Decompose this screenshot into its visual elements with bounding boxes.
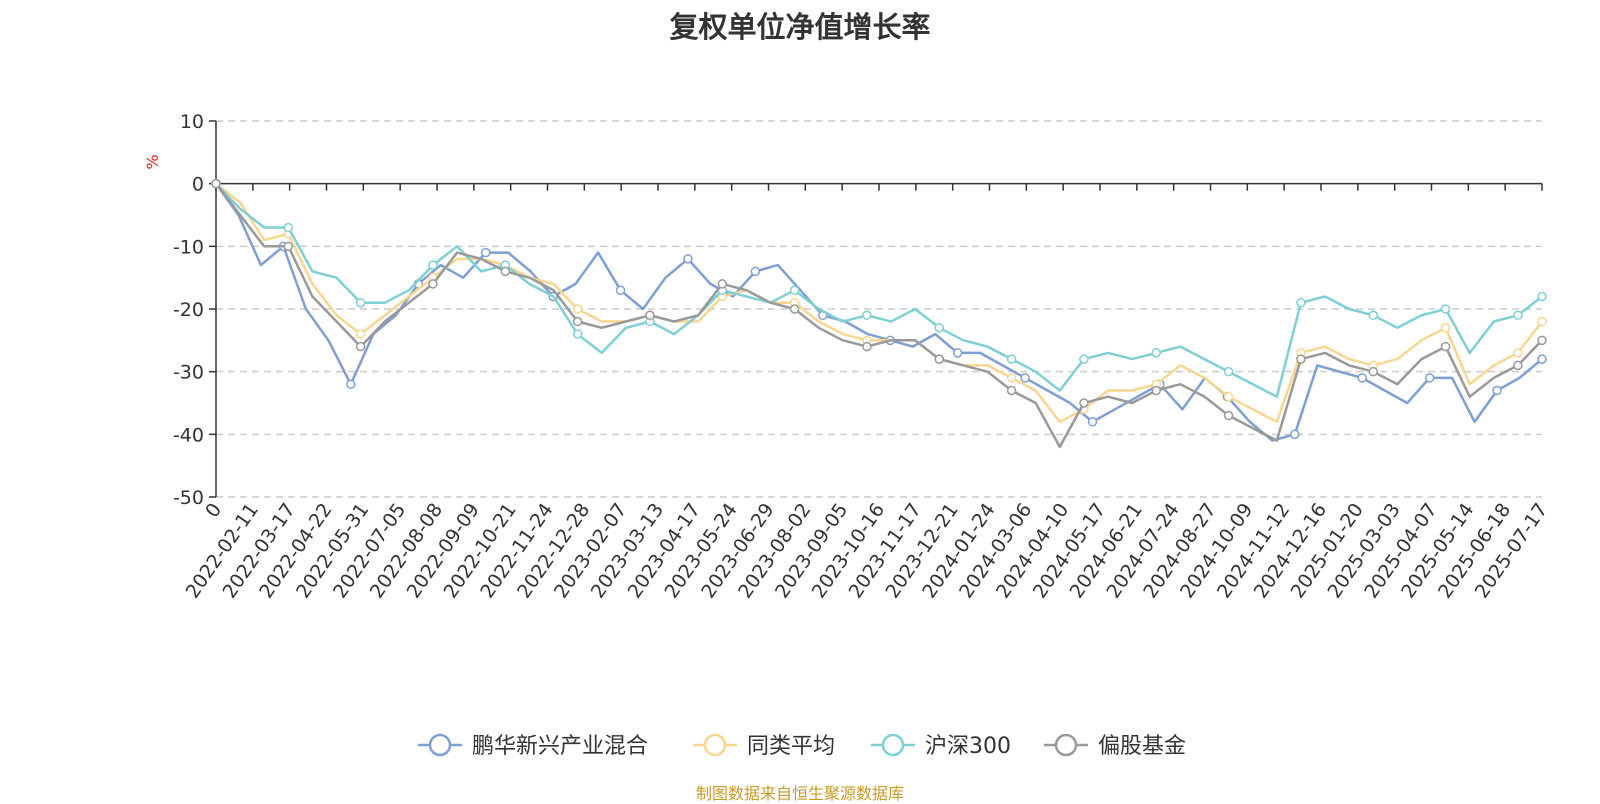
series-point	[428, 279, 438, 289]
series-point	[1151, 348, 1162, 358]
series-point	[1079, 354, 1089, 364]
series-point	[480, 247, 491, 258]
series-point	[750, 266, 761, 277]
y-tick-label: 0	[192, 174, 204, 196]
series-line-0	[214, 182, 1543, 442]
series-point	[1513, 310, 1523, 321]
series-point	[934, 354, 945, 364]
series-point	[211, 178, 221, 189]
series-point	[1006, 373, 1017, 383]
series-point	[862, 341, 872, 352]
series-line-1	[215, 182, 1543, 424]
series-point	[500, 266, 511, 277]
series-point	[346, 379, 356, 389]
series-point	[1537, 335, 1547, 346]
series-point	[1513, 348, 1523, 358]
series-point	[1020, 373, 1030, 383]
series-point	[1424, 373, 1435, 383]
series-line-2	[215, 182, 1543, 398]
series-point	[1296, 354, 1306, 364]
x-tick-label: 0	[201, 499, 226, 522]
series-point	[572, 304, 583, 314]
series-point	[283, 241, 294, 252]
y-tick-label: 10	[180, 111, 204, 133]
series-point	[1357, 373, 1367, 383]
series-point	[1537, 316, 1547, 327]
series-point	[355, 329, 366, 339]
y-tick-label: -40	[173, 424, 204, 446]
chart-title: 复权单位净值增长率	[669, 10, 931, 44]
y-tick-label: -10	[173, 236, 204, 258]
series-point	[1006, 354, 1017, 364]
y-tick-label: -30	[173, 362, 204, 384]
legend-label: 鹏华新兴产业混合	[472, 734, 648, 759]
series-layer	[211, 178, 1547, 449]
series-point	[934, 323, 945, 333]
series-point	[683, 254, 693, 264]
grid-layer	[216, 120, 1542, 498]
legend-label: 偏股基金	[1098, 734, 1186, 759]
series-point	[789, 304, 800, 314]
series-point	[1223, 366, 1234, 377]
series-point	[789, 285, 800, 295]
series-point	[428, 260, 438, 270]
series-point	[283, 222, 294, 233]
y-axis-unit: %	[143, 154, 162, 169]
series-point	[1440, 341, 1451, 352]
legend-layer: 鹏华新兴产业混合 同类平均 沪深300 偏股基金	[418, 733, 1186, 759]
series-point	[1223, 391, 1234, 402]
series-point	[1492, 385, 1502, 396]
series-point	[1079, 398, 1089, 408]
series-point	[1296, 297, 1306, 308]
legend-item-2[interactable]: 沪深300	[871, 733, 1011, 759]
legend-label: 同类平均	[747, 734, 835, 759]
data-source-note: 制图数据来自恒生聚源数据库	[695, 784, 904, 803]
series-point	[1537, 354, 1547, 364]
axis-layer: 100-10-20-30-40-50%02022-02-112022-03-17…	[143, 111, 1552, 602]
series-point	[572, 329, 583, 339]
legend-item-0[interactable]: 鹏华新兴产业混合	[418, 733, 648, 759]
legend-label: 沪深300	[925, 734, 1011, 759]
series-point	[717, 279, 728, 289]
series-point	[1151, 385, 1162, 396]
series-line-3	[215, 182, 1543, 449]
series-point	[355, 297, 366, 308]
series-point	[645, 310, 655, 321]
series-point	[355, 341, 366, 352]
legend-item-3[interactable]: 偏股基金	[1044, 733, 1186, 759]
legend-swatch-circle	[703, 733, 727, 757]
series-point	[952, 348, 963, 358]
series-point	[1513, 360, 1523, 371]
series-point	[1290, 429, 1300, 440]
series-point	[1087, 417, 1098, 427]
series-point	[1440, 323, 1451, 333]
series-point	[1223, 410, 1234, 421]
legend-swatch-circle	[881, 733, 905, 757]
legend-swatch-circle	[1054, 733, 1078, 757]
series-point	[862, 310, 872, 321]
series-point	[1368, 366, 1378, 377]
series-point	[615, 285, 626, 295]
series-point	[1006, 385, 1017, 396]
series-point	[572, 316, 583, 327]
series-point	[1537, 291, 1547, 302]
y-tick-label: -50	[173, 487, 204, 509]
legend-item-1[interactable]: 同类平均	[693, 733, 835, 759]
legend-swatch-circle	[428, 733, 452, 757]
series-point	[1440, 304, 1451, 314]
y-tick-label: -20	[173, 299, 204, 321]
series-point	[1368, 310, 1378, 321]
